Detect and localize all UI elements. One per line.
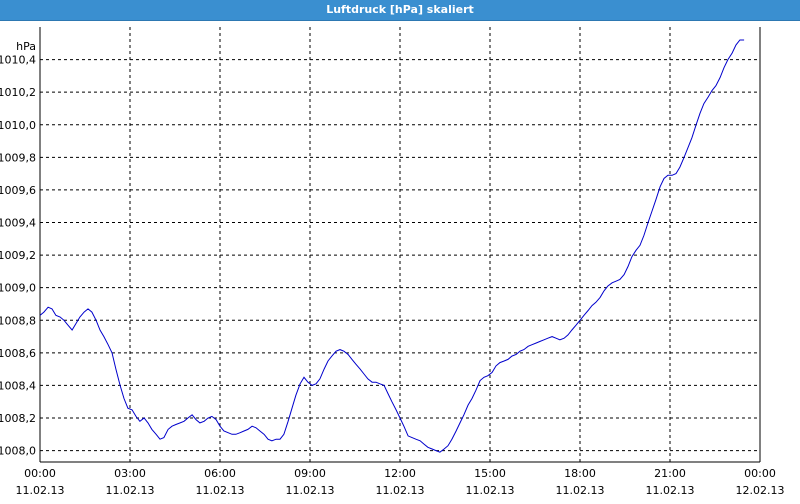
y-tick-label: 1008,2 (0, 412, 36, 425)
x-tick-date-label: 11.02.13 (196, 484, 245, 497)
x-tick-time-label: 06:00 (204, 467, 236, 480)
chart-container: 1008,0 1008,2 1008,4 1008,6 1008,8 1009,0 1009… (0, 20, 800, 500)
x-tick-date-label: 11.02.13 (556, 484, 605, 497)
x-tick-date-label: 11.02.13 (16, 484, 65, 497)
x-tick-time-label: 21:00 (654, 467, 686, 480)
y-tick-label: 1009,2 (0, 249, 36, 262)
window-title: Luftdruck [hPa] skaliert (0, 0, 800, 21)
x-tick-date-label: 12.02.13 (736, 484, 785, 497)
x-tick-date-label: 11.02.13 (286, 484, 335, 497)
x-tick-time-label: 18:00 (564, 467, 596, 480)
y-tick-label: 1010,2 (0, 86, 36, 99)
y-tick-label: 1008,6 (0, 347, 36, 360)
y-axis-unit-label: hPa (16, 40, 36, 53)
y-tick-label: 1008,8 (0, 314, 36, 327)
x-tick-date-label: 11.02.13 (376, 484, 425, 497)
x-tick-time-label: 00:00 (744, 467, 776, 480)
line-chart: 1008,0 1008,2 1008,4 1008,6 1008,8 1009,0 1009… (0, 27, 785, 497)
x-tick-date-label: 11.02.13 (106, 484, 155, 497)
y-tick-label: 1010,4 (0, 54, 36, 67)
x-tick-date-label: 11.02.13 (466, 484, 515, 497)
y-tick-label: 1009,6 (0, 184, 36, 197)
y-tick-label: 1009,0 (0, 282, 36, 295)
x-tick-time-label: 12:00 (384, 467, 416, 480)
y-tick-label: 1009,4 (0, 217, 36, 230)
y-tick-label: 1008,0 (0, 445, 36, 458)
x-tick-time-label: 03:00 (114, 467, 146, 480)
x-tick-time-label: 09:00 (294, 467, 326, 480)
series-line (39, 39, 745, 453)
y-tick-label: 1008,4 (0, 379, 36, 392)
y-tick-label: 1010,0 (0, 119, 36, 132)
x-tick-time-label: 15:00 (474, 467, 506, 480)
y-tick-label: 1009,8 (0, 151, 36, 164)
x-tick-time-label: 00:00 (24, 467, 56, 480)
x-tick-date-label: 11.02.13 (646, 484, 695, 497)
